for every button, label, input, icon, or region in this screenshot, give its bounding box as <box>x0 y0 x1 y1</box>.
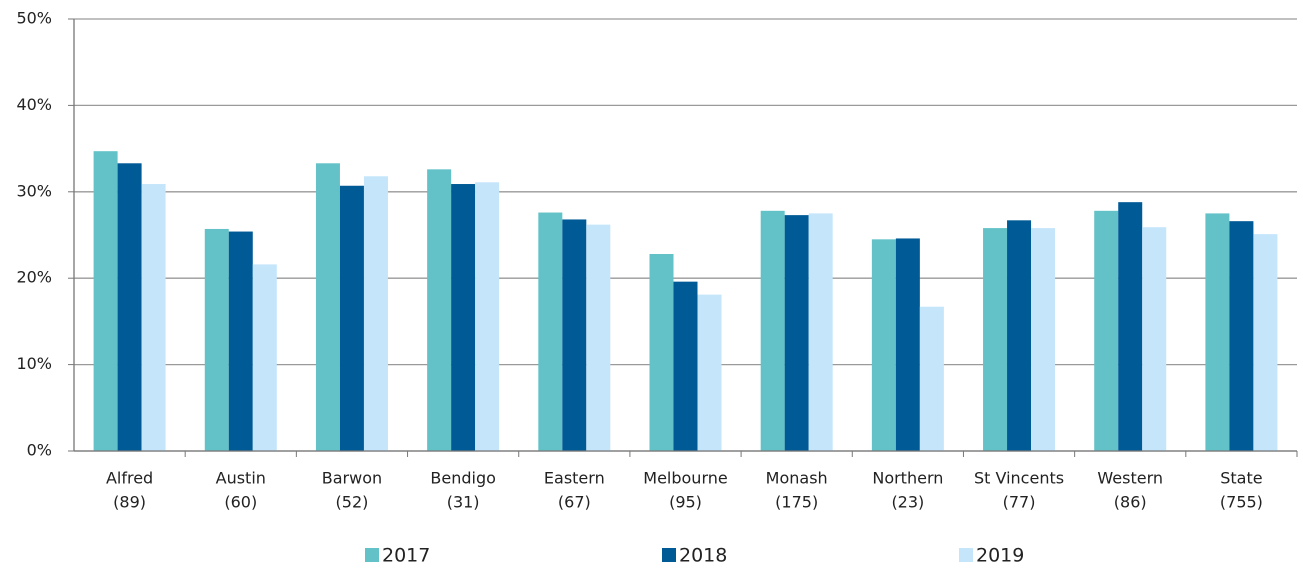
bar <box>475 182 500 451</box>
bar <box>871 239 896 451</box>
x-tick-label: Monash <box>766 469 828 488</box>
x-tick-label: Melbourne <box>643 469 727 488</box>
x-tick-label: Bendigo <box>430 469 496 488</box>
bar <box>1205 213 1230 451</box>
bar <box>586 224 611 451</box>
y-tick-label: 10% <box>16 354 52 373</box>
legend-label: 2018 <box>679 545 727 567</box>
y-tick-label: 30% <box>16 181 52 200</box>
x-tick-label: State <box>1220 469 1262 488</box>
legend-label: 2017 <box>382 545 430 567</box>
bar <box>649 254 674 451</box>
bar <box>673 281 698 451</box>
bar <box>117 163 142 451</box>
bar <box>204 228 229 451</box>
x-tick-label: (23) <box>891 493 924 512</box>
bar <box>93 151 118 451</box>
x-tick-label: Eastern <box>544 469 605 488</box>
x-tick-label: Austin <box>216 469 266 488</box>
bar <box>538 212 563 451</box>
bar <box>895 238 920 451</box>
y-tick-label: 0% <box>27 441 52 460</box>
bar <box>697 294 722 451</box>
bar <box>983 228 1008 451</box>
y-tick-label: 40% <box>16 95 52 114</box>
bar <box>1253 234 1278 451</box>
y-tick-label: 50% <box>16 9 52 28</box>
bar <box>1031 228 1056 451</box>
legend-swatch <box>365 548 379 562</box>
bar <box>339 185 364 451</box>
bar <box>228 231 253 451</box>
bar <box>315 163 340 451</box>
x-tick-label: Western <box>1097 469 1163 488</box>
legend-swatch <box>959 548 973 562</box>
bar <box>760 210 785 451</box>
bar <box>784 215 809 451</box>
bar <box>1007 220 1032 451</box>
legend-swatch <box>662 548 676 562</box>
x-tick-label: (31) <box>447 493 480 512</box>
bar <box>451 184 476 452</box>
bar <box>363 176 388 452</box>
bar <box>1142 227 1167 451</box>
x-tick-label: (86) <box>1114 493 1147 512</box>
bar <box>252 264 277 451</box>
bar <box>1094 210 1119 451</box>
bar <box>1229 221 1254 451</box>
bar <box>562 219 587 451</box>
x-tick-label: (755) <box>1220 493 1263 512</box>
x-tick-label: (77) <box>1003 493 1036 512</box>
x-tick-label: St Vincents <box>974 469 1064 488</box>
y-tick-label: 20% <box>16 268 52 287</box>
x-tick-label: (95) <box>669 493 702 512</box>
x-tick-label: Northern <box>872 469 943 488</box>
bar <box>919 306 944 451</box>
x-tick-label: (52) <box>336 493 369 512</box>
x-tick-label: (175) <box>775 493 818 512</box>
bar <box>427 169 452 451</box>
legend-label: 2019 <box>976 545 1024 567</box>
x-tick-label: (89) <box>113 493 146 512</box>
x-tick-label: Alfred <box>106 469 153 488</box>
x-tick-label: (60) <box>224 493 257 512</box>
bar <box>808 213 833 451</box>
bar <box>141 184 166 452</box>
x-tick-label: Barwon <box>322 469 382 488</box>
x-tick-label: (67) <box>558 493 591 512</box>
bar <box>1118 202 1143 451</box>
